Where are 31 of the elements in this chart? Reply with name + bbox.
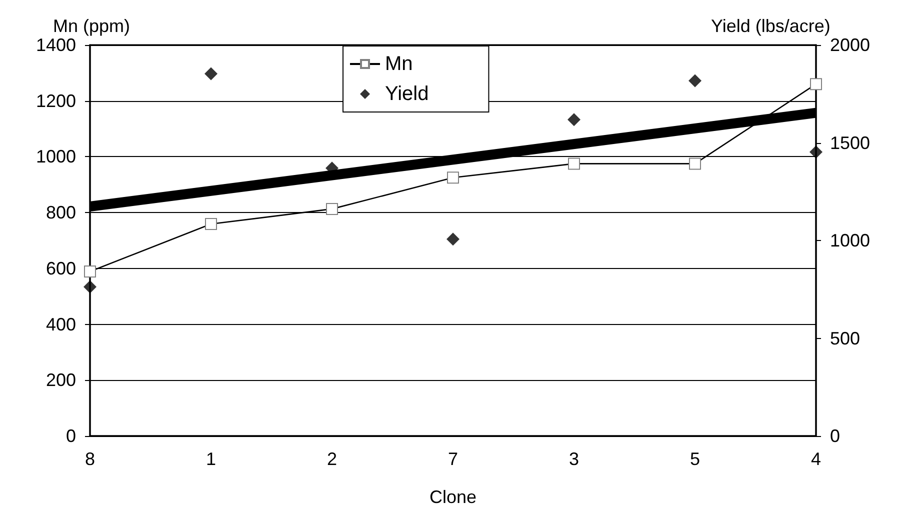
x-tick-label: 4 [810, 449, 822, 469]
y-tick-label: 1000 [36, 146, 76, 167]
legend-label: Mn [385, 53, 413, 75]
point [688, 74, 702, 88]
y-axis-title: Mn (ppm) [52, 16, 130, 36]
x-axis-title: Clone [429, 487, 477, 507]
y-tick-label: 600 [46, 258, 76, 278]
x-tick-label: 3 [568, 449, 580, 469]
y2-tick-label: 2000 [830, 35, 870, 55]
point [204, 67, 218, 80]
y-tick-label: 200 [46, 370, 76, 390]
x-tick-label: 1 [206, 449, 216, 469]
point [446, 232, 460, 246]
x-tick-label: 8 [84, 449, 96, 469]
point [810, 145, 822, 158]
point [568, 113, 580, 126]
y-tick-label: 400 [46, 314, 76, 334]
x-tick-label: 5 [690, 449, 700, 469]
legend-label: Yield [385, 83, 429, 105]
point [84, 280, 96, 294]
y2-tick-label: 1500 [830, 132, 870, 153]
y-tick-label: 1200 [36, 90, 76, 111]
y-tick-label: 1400 [36, 35, 76, 55]
y-tick-label: 0 [66, 426, 76, 446]
y2-tick-label: 500 [830, 328, 860, 348]
y-tick-label: 800 [46, 202, 76, 223]
x-tick-label: 2 [326, 449, 338, 469]
y2-axis-title: Yield (lbs/acre) [711, 16, 830, 36]
y2-tick-label: 0 [830, 426, 840, 446]
x-tick-label: 7 [448, 449, 458, 469]
y2-tick-label: 1000 [830, 230, 870, 250]
